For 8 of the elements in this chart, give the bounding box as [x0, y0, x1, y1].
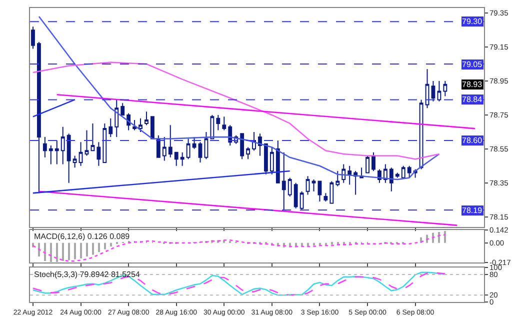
ref-line-label: 79.30 [462, 17, 483, 26]
chart-title: MACD(6,12,6) 0.126 0.089 [34, 232, 130, 241]
ref-line-label: 78.60 [462, 136, 483, 145]
ref-line-label: 78.19 [462, 206, 483, 215]
ref-line-label: 79.05 [462, 60, 483, 69]
chart-title: Stoch(5,3,3) 79.8942 81.5254 [34, 270, 140, 279]
ref-line-label: 78.84 [462, 95, 483, 104]
annotation: 78.93 [462, 80, 483, 89]
